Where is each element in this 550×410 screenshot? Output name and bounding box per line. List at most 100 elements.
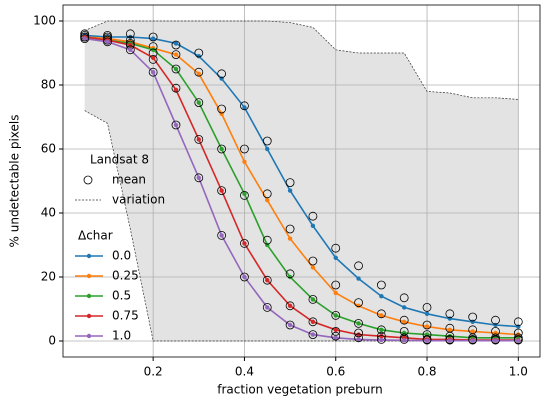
series-marker: [333, 255, 338, 260]
mean-marker: [354, 318, 363, 328]
series-marker: [242, 241, 247, 246]
series-marker: [333, 327, 338, 332]
variation-edge: [84, 20, 519, 100]
mean-marker: [262, 136, 272, 146]
mean-marker: [148, 67, 158, 77]
series-marker: [196, 137, 201, 142]
series-marker: [402, 319, 407, 324]
series-marker: [219, 146, 224, 152]
legend-label: variation: [112, 193, 165, 207]
mean-marker: [376, 280, 386, 290]
mean-marker: [399, 293, 409, 303]
mean-marker: [354, 333, 363, 343]
x-tick-label: 0.4: [235, 365, 254, 379]
plot-frame: [62, 4, 541, 358]
series-marker: [287, 303, 293, 308]
series-marker: [424, 338, 430, 343]
mean-marker: [80, 34, 90, 43]
mean-marker: [125, 29, 135, 39]
mean-marker: [331, 310, 341, 320]
series-marker: [516, 338, 521, 343]
mean-marker: [376, 325, 386, 335]
mean-marker: [422, 335, 432, 345]
mean-marker: [308, 330, 318, 340]
mean-marker: [217, 144, 227, 154]
series-marker: [470, 338, 475, 343]
mean-marker: [262, 275, 272, 285]
series-marker: [173, 87, 179, 93]
legend-symbol: [86, 313, 92, 319]
mean-marker: [354, 261, 363, 271]
series-marker: [128, 34, 133, 40]
mean-marker: [513, 317, 523, 327]
mean-marker: [240, 238, 249, 248]
series-marker: [219, 188, 224, 193]
series-marker: [150, 47, 156, 52]
mean-marker: [445, 335, 455, 345]
series-marker: [493, 338, 498, 343]
x-tick-label: 0.8: [417, 365, 436, 379]
x-axis-label: fraction vegetation preburn: [217, 383, 382, 397]
legend-label: 0.0: [112, 249, 131, 263]
series-marker: [242, 159, 247, 164]
series-marker: [196, 175, 201, 180]
mean-marker: [285, 178, 295, 188]
series-marker: [356, 332, 361, 337]
series-line: [84, 34, 519, 328]
series-marker: [310, 223, 316, 228]
series-marker: [379, 337, 384, 343]
series-marker: [242, 105, 247, 110]
mean-marker: [262, 189, 272, 199]
series-marker: [310, 332, 316, 337]
mean-marker: [354, 328, 363, 338]
mean-marker: [331, 326, 341, 336]
legend-title: Δchar: [78, 229, 113, 243]
mean-marker: [331, 243, 341, 253]
series-marker: [379, 313, 384, 318]
series-marker: [447, 327, 453, 332]
series-marker: [356, 276, 361, 281]
mean-marker: [125, 45, 135, 55]
series-marker: [356, 337, 361, 342]
series-marker: [287, 188, 293, 193]
series-marker: [82, 36, 87, 41]
mean-marker: [285, 301, 295, 311]
series-marker: [150, 36, 156, 41]
mean-marker: [285, 269, 295, 279]
series-marker: [470, 329, 475, 334]
legend-title: Landsat 8: [90, 153, 149, 167]
series-marker: [356, 321, 361, 326]
mean-marker: [308, 317, 318, 327]
mean-marker: [217, 69, 227, 79]
mean-marker: [513, 335, 523, 345]
series-marker: [150, 70, 156, 75]
mean-marker: [148, 55, 158, 64]
legend-symbol: [86, 273, 92, 279]
y-tick-label: 20: [41, 270, 56, 284]
series-marker: [333, 290, 338, 296]
mean-marker: [399, 334, 409, 344]
legend-symbol: [86, 253, 92, 259]
mean-marker: [194, 134, 204, 144]
legend-symbol: [86, 333, 92, 339]
y-axis-label: % undetectable pixels: [8, 115, 22, 248]
series-marker: [105, 39, 110, 44]
series-marker: [379, 294, 384, 299]
series-marker: [287, 236, 293, 241]
series-marker: [173, 66, 179, 72]
series-marker: [242, 191, 247, 196]
mean-marker: [331, 331, 341, 341]
series-marker: [196, 71, 201, 77]
series-marker: [447, 338, 453, 343]
mean-marker: [399, 315, 409, 325]
series-marker: [265, 198, 270, 203]
y-tick-label: 100: [33, 14, 56, 28]
mean-marker: [491, 315, 500, 325]
mean-marker: [285, 224, 295, 234]
series-marker: [379, 327, 384, 332]
variation-band: [84, 21, 519, 341]
mean-marker: [171, 120, 181, 130]
series-marker: [402, 338, 407, 343]
series-marker: [265, 146, 270, 152]
series-marker: [310, 319, 316, 324]
